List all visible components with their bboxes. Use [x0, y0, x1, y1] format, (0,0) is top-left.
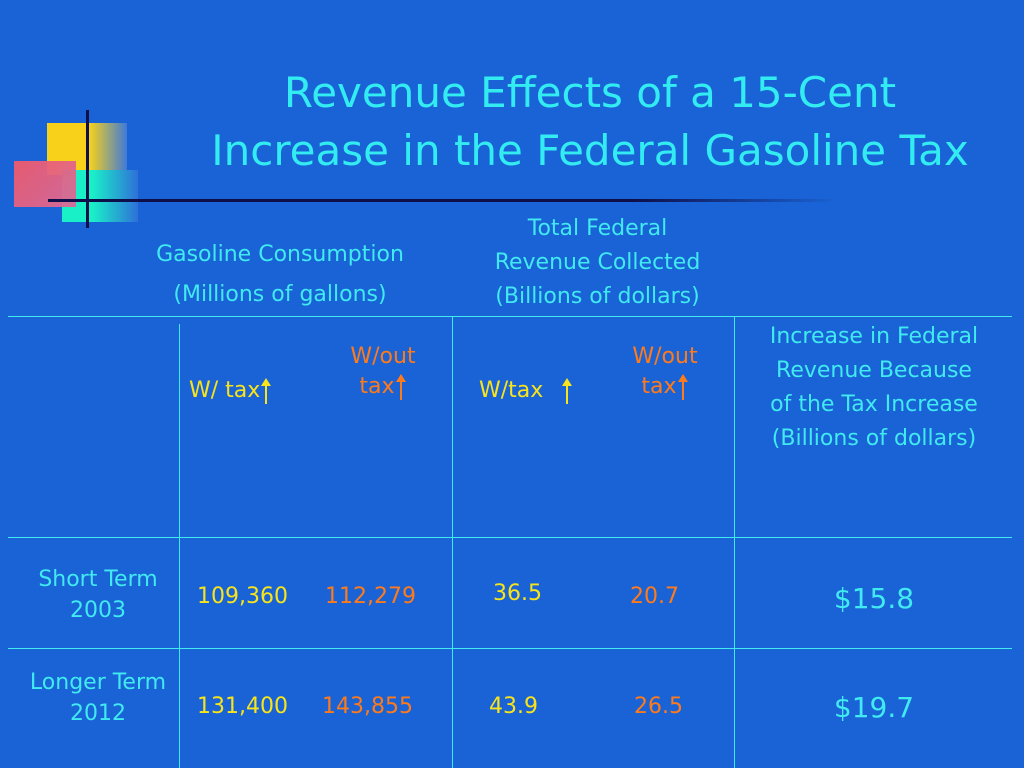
column-divider-3 [734, 316, 735, 768]
row-label-longer-term-line-1: Longer Term [29, 670, 167, 695]
short-term-revenue-without-tax: 20.7 [630, 584, 679, 609]
header-increase-line-4: (Billions of dollars) [771, 426, 977, 451]
header-revenue-line-1: Total Federal [527, 216, 668, 241]
logo-green-gradient [92, 170, 138, 222]
header-increase-line-2: Revenue Because [776, 358, 972, 383]
longer-term-revenue-without-tax: 26.5 [634, 694, 683, 719]
subheader-consumption-without-tax-line-1: W/out [350, 344, 416, 369]
longer-term-increase: $19.7 [833, 691, 915, 724]
subheader-revenue-with-tax-label: W/tax [479, 378, 544, 403]
longer-term-revenue-with-tax: 43.9 [489, 694, 538, 719]
header-consumption-line-1: Gasoline Consumption [156, 242, 404, 267]
subheader-revenue-with-tax: W/tax [479, 376, 573, 406]
subheader-consumption-with-tax-label: W/ tax [189, 378, 261, 403]
short-term-consumption-with-tax: 109,360 [197, 584, 288, 609]
header-revenue-line-2: Revenue Collected [494, 250, 701, 275]
row-label-short-term-line-1: Short Term [38, 567, 158, 592]
header-total-federal-revenue: Total Federal Revenue Collected (Billion… [460, 212, 735, 314]
row-label-longer-term-line-2: 2012 [70, 701, 126, 726]
logo-vertical-line [86, 110, 89, 228]
up-arrow-icon [677, 374, 688, 400]
up-arrow-icon [395, 374, 406, 400]
short-term-increase: $15.8 [833, 582, 915, 615]
subheader-revenue-without-tax-line-1: W/out [632, 344, 698, 369]
row-divider-2 [8, 648, 1012, 649]
title-underline [148, 199, 838, 202]
column-divider-2 [452, 316, 453, 768]
column-divider-1 [179, 324, 180, 768]
header-revenue-line-3: (Billions of dollars) [495, 284, 700, 309]
row-divider-1 [8, 537, 1012, 538]
subheader-revenue-without-tax-line-2: tax [641, 374, 677, 399]
title-line-2: Increase in the Federal Gasoline Tax [211, 126, 969, 175]
table-top-border [8, 316, 1012, 317]
header-consumption-line-2: (Millions of gallons) [173, 282, 387, 307]
row-label-short-term-line-2: 2003 [70, 598, 126, 623]
header-increase-line-1: Increase in Federal [769, 324, 979, 349]
subheader-revenue-without-tax-line-2-wrap: tax [620, 372, 710, 402]
up-arrow-icon [562, 378, 573, 404]
decorative-logo [0, 100, 168, 240]
longer-term-consumption-without-tax: 143,855 [322, 694, 413, 719]
title-line-1: Revenue Effects of a 15-Cent [283, 68, 897, 117]
row-label-longer-term: Longer Term 2012 [10, 667, 186, 729]
header-increase-line-3: of the Tax Increase [770, 392, 978, 417]
longer-term-consumption-with-tax: 131,400 [197, 694, 288, 719]
subheader-consumption-without-tax-line-2: tax [359, 374, 395, 399]
row-label-short-term: Short Term 2003 [10, 564, 186, 626]
logo-yellow-gradient [89, 123, 127, 175]
header-gasoline-consumption: Gasoline Consumption (Millions of gallon… [120, 238, 440, 312]
subheader-consumption-without-tax: W/out tax [338, 342, 428, 402]
short-term-consumption-without-tax: 112,279 [325, 584, 416, 609]
page-title: Revenue Effects of a 15-Cent Increase in… [160, 64, 1020, 180]
subheader-revenue-without-tax: W/out tax [620, 342, 710, 402]
short-term-revenue-with-tax: 36.5 [493, 581, 542, 606]
logo-horizontal-line [48, 199, 168, 202]
up-arrow-icon [261, 378, 272, 404]
subheader-consumption-with-tax: W/ tax [189, 376, 272, 406]
header-increase-in-revenue: Increase in Federal Revenue Because of t… [736, 320, 1012, 456]
subheader-consumption-without-tax-line-2-wrap: tax [338, 372, 428, 402]
